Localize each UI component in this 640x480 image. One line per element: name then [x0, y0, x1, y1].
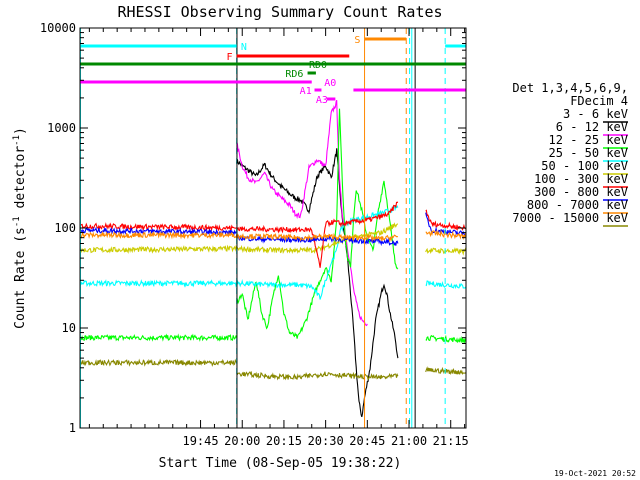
legend-entry-7: 300 - 800 keV	[534, 185, 628, 199]
legend-entry-6: 100 - 300 keV	[534, 172, 628, 186]
y-axis-label: Count Rate (s-1 detector-1)	[12, 127, 28, 329]
series-8	[79, 229, 467, 243]
y-tick-label-4: 1000	[47, 121, 76, 135]
flag-label-10: A3	[316, 95, 328, 106]
series-9-segment-3	[425, 366, 467, 376]
series-8-segment-1	[79, 230, 238, 240]
flag-label-4: F	[226, 52, 232, 63]
series-5-segment-3	[425, 247, 467, 256]
series-6-segment-2	[236, 201, 399, 268]
series-9	[79, 358, 467, 381]
legend-entry-5: 50 - 100 keV	[541, 159, 628, 173]
series-6-segment-3	[425, 209, 467, 232]
series-1	[236, 148, 399, 418]
plot-area: N S F RD0 RD6 A0 A1 A3	[79, 28, 467, 428]
series-5-segment-2	[236, 222, 399, 255]
legend-entry-3: 12 - 25 keV	[549, 133, 628, 147]
chart-title: RHESSI Observing Summary Count Rates	[117, 3, 442, 21]
series-3-segment-3	[425, 334, 467, 344]
x-tick-label-1: 19:45	[182, 434, 218, 448]
x-tick-label-4: 20:30	[308, 434, 344, 448]
series-4-segment-2	[236, 205, 399, 300]
legend-entry-2: 6 - 12 keV	[556, 120, 628, 134]
series-3-segment-1	[79, 333, 238, 342]
y-axis-label-main: Count Rate (s	[13, 227, 28, 329]
series-7-segment-1	[79, 226, 238, 237]
x-tick-label-6: 21:00	[391, 434, 427, 448]
legend-entry-9: 7000 - 15000 keV	[512, 211, 628, 225]
series-4-segment-3	[425, 280, 467, 290]
series-8-segment-2	[236, 232, 398, 243]
flag-label-5: RD0	[309, 60, 327, 71]
series-4-segment-1	[79, 279, 238, 288]
series-5	[79, 222, 467, 256]
flag-label-9: A1	[300, 86, 312, 97]
series-9-segment-2	[236, 370, 399, 381]
legend-entry-1: 3 - 6 keV	[563, 107, 628, 121]
y-axis-label-sup2: -1	[12, 135, 22, 146]
x-tick-label-7: 21:15	[433, 434, 469, 448]
series-5-segment-1	[79, 244, 238, 254]
y-tick-label-1: 1	[69, 421, 76, 435]
x-tick-label-3: 20:15	[266, 434, 302, 448]
y-axis-label-mid: detector	[13, 146, 28, 217]
series-2-segment-1	[236, 99, 368, 327]
series-1-segment-1	[236, 148, 399, 418]
y-tick-label-3: 100	[54, 221, 76, 235]
series-9-segment-1	[79, 358, 238, 367]
series-3-segment-2	[236, 108, 399, 339]
y-axis-label-end: )	[13, 127, 28, 135]
y-tick-label-2: 10	[62, 321, 76, 335]
legend-header-line2: FDecim 4	[570, 94, 628, 108]
x-tick-label-5: 20:45	[349, 434, 385, 448]
y-axis: 1 10 100 1000 10000	[40, 21, 466, 435]
series-8-segment-3	[425, 229, 467, 241]
legend-entry-4: 25 - 50 keV	[549, 146, 628, 160]
series-6-segment-1	[79, 222, 237, 232]
series-2	[236, 99, 368, 327]
flag-label-1: N	[241, 42, 247, 53]
x-tick-label-2: 20:00	[224, 434, 260, 448]
series-4	[79, 205, 467, 300]
y-axis-label-sup1: -1	[12, 216, 22, 227]
x-axis: 19:45 20:00 20:15 20:30 20:45 21:00 21:15	[88, 28, 469, 448]
legend-entry-8: 800 - 7000 keV	[527, 198, 628, 212]
legend-header-line1: Det 1,3,4,5,6,9,	[512, 81, 628, 95]
y-tick-label-5: 10000	[40, 21, 76, 35]
series-3	[79, 108, 467, 344]
flag-label-6: RD6	[285, 69, 303, 80]
flag-label-3: S	[354, 35, 360, 46]
x-axis-label: Start Time (08-Sep-05 19:38:22)	[159, 456, 402, 471]
timestamp: 19-Oct-2021 20:52	[554, 469, 636, 478]
series-6	[79, 201, 467, 268]
flag-label-7: A0	[324, 78, 336, 89]
